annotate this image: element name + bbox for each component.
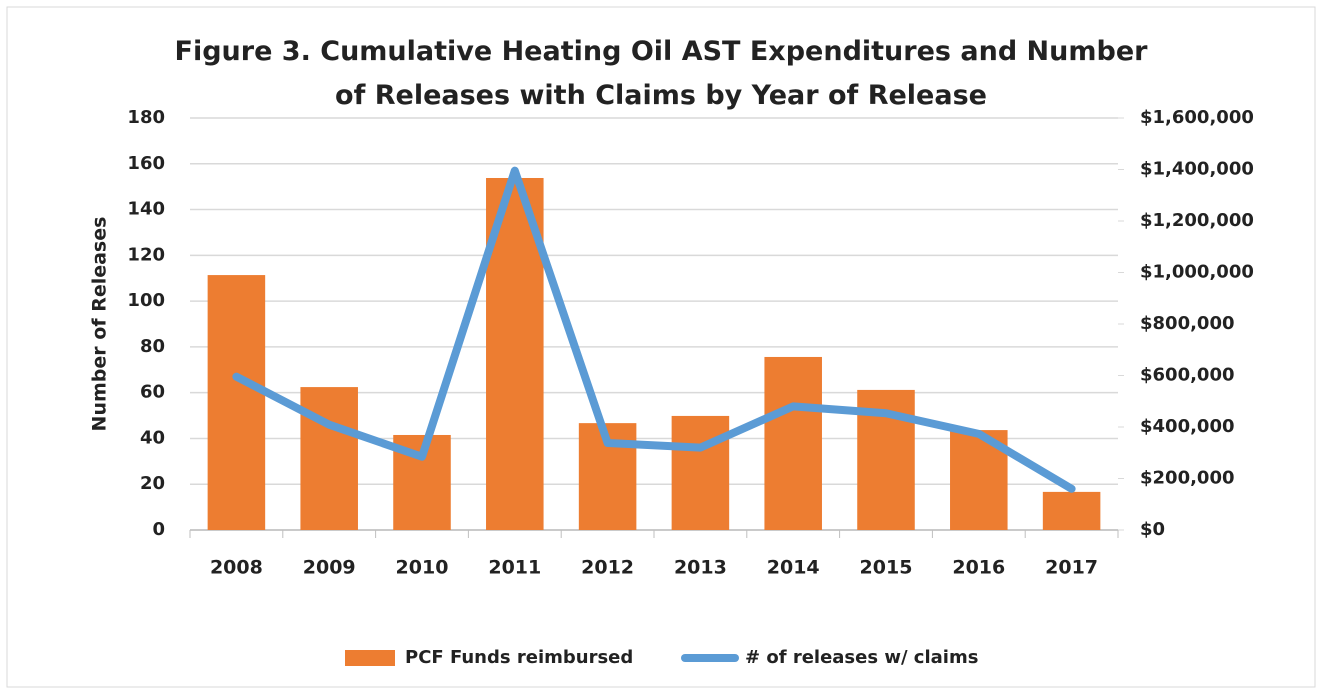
x-tick-label: 2013 bbox=[674, 557, 727, 579]
x-tick-label: 2016 bbox=[952, 557, 1005, 579]
x-tick-label: 2011 bbox=[488, 557, 541, 579]
y2-tick-label: $1,000,000 bbox=[1140, 262, 1254, 283]
y-tick-label: 160 bbox=[127, 153, 165, 174]
legend-label: PCF Funds reimbursed bbox=[405, 647, 633, 668]
legend-swatch bbox=[345, 650, 395, 666]
bar bbox=[300, 387, 358, 530]
x-tick-label: 2010 bbox=[396, 557, 449, 579]
y2-tick-label: $400,000 bbox=[1140, 416, 1235, 437]
y-tick-label: 20 bbox=[140, 473, 165, 494]
y-tick-label: 180 bbox=[127, 107, 165, 128]
legend-label: # of releases w/ claims bbox=[745, 647, 978, 668]
y-tick-label: 140 bbox=[127, 199, 165, 220]
y2-tick-label: $0 bbox=[1140, 519, 1165, 540]
y-tick-label: 100 bbox=[127, 290, 165, 311]
y2-tick-label: $1,600,000 bbox=[1140, 107, 1254, 128]
y2-tick-label: $800,000 bbox=[1140, 313, 1235, 334]
y-tick-label: 40 bbox=[140, 427, 165, 448]
x-tick-label: 2015 bbox=[860, 557, 913, 579]
x-tick-label: 2012 bbox=[581, 557, 634, 579]
bar bbox=[207, 275, 266, 530]
y-tick-label: 120 bbox=[127, 244, 165, 265]
y2-tick-label: $1,200,000 bbox=[1140, 210, 1254, 231]
y-tick-label: 60 bbox=[140, 382, 165, 403]
y2-tick-label: $600,000 bbox=[1140, 365, 1235, 386]
title-line: of Releases with Claims by Year of Relea… bbox=[335, 80, 987, 111]
y-tick-label: 80 bbox=[140, 336, 165, 357]
y2-tick-label: $1,400,000 bbox=[1140, 159, 1254, 180]
bar bbox=[671, 415, 730, 530]
x-tick-label: 2017 bbox=[1045, 557, 1098, 579]
bar bbox=[1042, 491, 1101, 530]
line bbox=[232, 166, 1076, 493]
y-tick-label: 0 bbox=[152, 519, 165, 540]
title-line: Figure 3. Cumulative Heating Oil AST Exp… bbox=[175, 36, 1149, 67]
y2-tick-label: $200,000 bbox=[1140, 468, 1235, 489]
chart-title: Figure 3. Cumulative Heating Oil AST Exp… bbox=[175, 36, 1149, 111]
x-tick-label: 2014 bbox=[767, 557, 820, 579]
x-tick-label: 2008 bbox=[210, 557, 263, 579]
y-axis-label: Number of Releases bbox=[89, 217, 111, 432]
x-tick-label: 2009 bbox=[303, 557, 356, 579]
bar bbox=[764, 356, 822, 530]
